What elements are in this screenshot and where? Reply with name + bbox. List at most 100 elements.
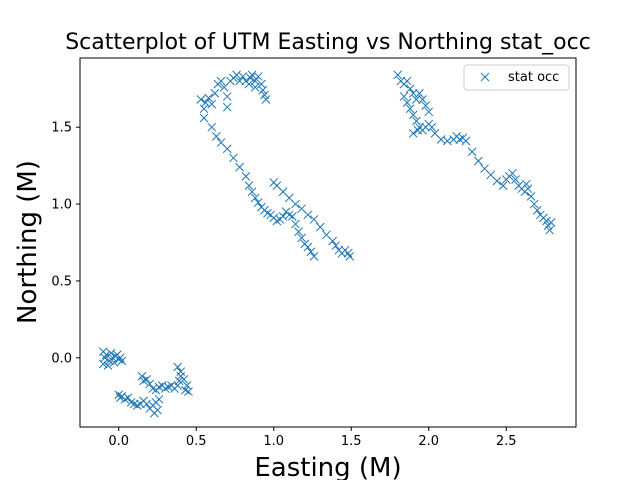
data-point — [207, 122, 217, 132]
data-point — [253, 72, 263, 81]
y-tick-label: 0.5 — [51, 274, 72, 289]
data-point — [309, 251, 319, 261]
data-point — [393, 70, 403, 80]
data-point — [473, 156, 483, 166]
y-axis: 0.0 0.5 1.0 1.5 — [51, 121, 80, 366]
data-point — [258, 85, 268, 95]
data-point — [408, 110, 418, 120]
data-point — [306, 247, 316, 257]
data-point — [98, 359, 108, 369]
data-point — [117, 356, 127, 366]
data-point — [424, 107, 434, 117]
data-point — [461, 136, 471, 146]
data-point — [235, 162, 245, 172]
data-point — [241, 172, 251, 181]
data-point — [216, 76, 226, 86]
data-point — [297, 233, 307, 243]
data-point — [174, 376, 184, 386]
data-point — [413, 125, 423, 135]
data-point — [315, 222, 325, 232]
data-point — [173, 362, 183, 372]
data-point — [246, 73, 255, 83]
data-point — [405, 84, 415, 94]
data-point — [101, 350, 111, 360]
data-point — [498, 181, 508, 190]
data-point — [222, 92, 232, 101]
data-point — [244, 181, 254, 190]
data-point — [411, 116, 421, 126]
data-point — [184, 387, 193, 396]
data-point — [182, 381, 192, 390]
data-point — [150, 408, 159, 418]
data-point — [199, 104, 209, 114]
data-point — [261, 95, 271, 104]
chart-title: Scatterplot of UTM Easting vs Northing s… — [65, 30, 591, 55]
legend-label: stat occ — [508, 70, 559, 85]
data-point — [411, 95, 421, 104]
data-point — [291, 219, 300, 229]
data-point — [421, 101, 431, 111]
data-point — [291, 199, 300, 209]
data-point — [260, 90, 269, 100]
y-tick-label: 0.0 — [51, 351, 72, 366]
data-point — [238, 72, 248, 81]
data-point — [529, 199, 539, 209]
data-point — [247, 187, 257, 197]
data-point — [229, 153, 238, 163]
data-point — [253, 198, 263, 207]
data-point — [294, 227, 303, 237]
data-point — [545, 225, 555, 235]
y-tick-label: 1.5 — [51, 121, 72, 136]
legend-box — [463, 64, 570, 91]
data-point — [250, 82, 260, 92]
data-point — [532, 205, 542, 215]
data-point — [212, 132, 221, 141]
data-point — [546, 218, 556, 227]
data-point — [176, 367, 186, 377]
x-tick-label: 2.0 — [418, 434, 439, 449]
x-tick-label: 2.5 — [496, 434, 517, 449]
data-point — [523, 184, 533, 194]
data-point — [309, 215, 319, 224]
x-axis-label: Easting (M) — [254, 453, 401, 480]
data-point — [303, 210, 313, 220]
data-point — [196, 95, 206, 104]
data-point — [106, 348, 116, 358]
data-point — [222, 102, 232, 112]
data-point — [250, 76, 260, 86]
data-point — [204, 93, 214, 103]
data-point — [405, 104, 415, 114]
data-point — [109, 358, 119, 367]
data-point — [408, 89, 418, 98]
legend-marker-x — [480, 72, 490, 82]
data-point — [522, 179, 531, 189]
legend: stat occ — [463, 64, 570, 91]
data-point — [467, 147, 477, 157]
data-point — [256, 79, 266, 89]
data-point — [331, 241, 341, 250]
x-tick-label: 0.0 — [108, 434, 129, 449]
data-point — [526, 192, 536, 201]
data-point — [399, 92, 409, 101]
data-point — [244, 79, 254, 89]
data-point — [427, 122, 437, 132]
data-points — [98, 70, 556, 418]
y-tick-label: 1.0 — [51, 198, 72, 213]
plot-area — [79, 57, 577, 428]
data-point — [415, 89, 424, 98]
data-point — [408, 128, 418, 138]
data-point — [250, 193, 260, 203]
data-point — [492, 176, 502, 186]
data-point — [418, 95, 427, 104]
data-point — [207, 99, 217, 109]
data-point — [508, 168, 517, 178]
data-point — [137, 371, 147, 381]
data-point — [343, 248, 353, 258]
x-tick-label: 1.5 — [341, 434, 362, 449]
data-point — [154, 394, 164, 404]
data-point — [511, 175, 520, 184]
data-point — [402, 98, 412, 107]
data-point — [235, 76, 245, 86]
data-point — [100, 353, 110, 363]
